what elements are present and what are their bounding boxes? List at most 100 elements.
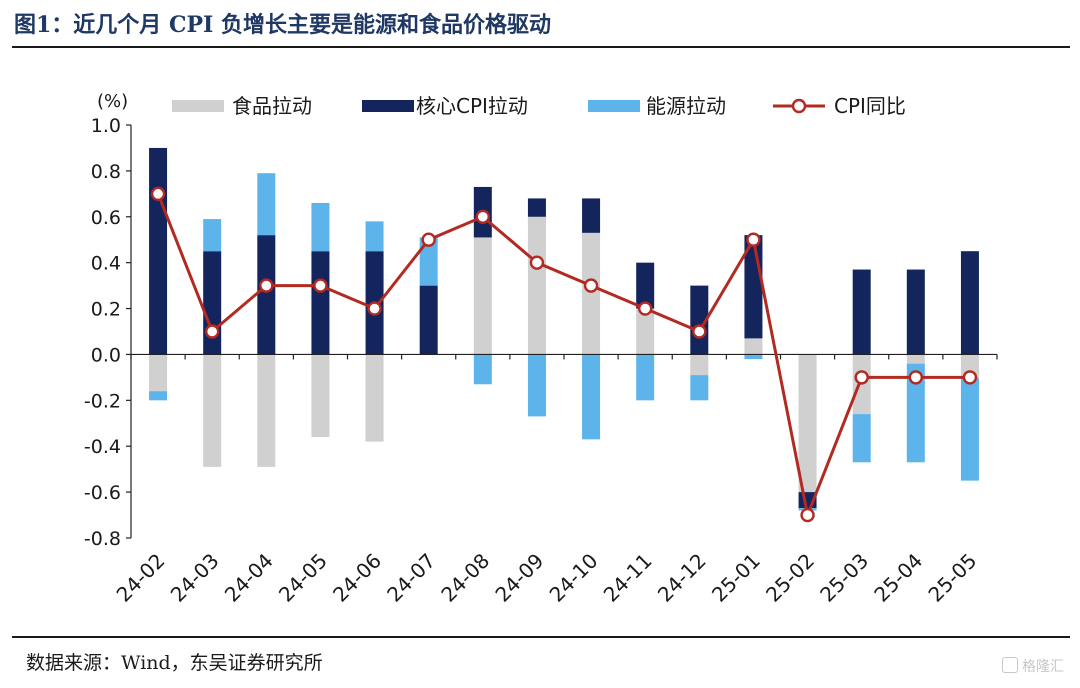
- bar-0-24-06: [365, 354, 384, 442]
- cpi-contribution-chart: 1.0 0.8 0.6 0.4 0.2 0.0 -0.2 -0.4 -0.6 -0.8 (%) 24-…: [84, 91, 998, 607]
- y-tick-label: 0.6: [91, 207, 121, 229]
- bar-2-25-04: [906, 363, 925, 463]
- bar-1-24-07: [419, 285, 438, 355]
- cpi-yoy-point-25-04: [908, 370, 924, 385]
- watermark-text: 格隆汇: [1022, 659, 1064, 675]
- cpi-yoy-point-24-12: [692, 324, 707, 339]
- y-tick-label: 0.8: [91, 161, 121, 183]
- x-tick-label-24-04: 24-04: [220, 549, 278, 607]
- legend-swatch-2: [588, 100, 640, 112]
- bar-2-24-03: [203, 219, 222, 252]
- data-source-note: 数据来源：Wind，东吴证券研究所: [26, 652, 323, 674]
- bar-0-24-12: [690, 354, 709, 376]
- bar-0-24-11: [636, 308, 655, 355]
- title-divider: [12, 46, 1070, 48]
- x-tick-label-24-08: 24-08: [436, 549, 494, 607]
- legend-label-2: 能源拉动: [646, 94, 726, 118]
- y-tick-label: 0.2: [91, 299, 121, 321]
- bar-0-24-10: [582, 232, 601, 355]
- legend-swatch-1: [362, 100, 414, 112]
- y-tick-label: 0.4: [91, 253, 121, 275]
- bar-1-25-04: [906, 269, 925, 355]
- cpi-yoy-point-24-07: [421, 232, 436, 247]
- legend-label-1: 核心CPI拉动: [416, 94, 528, 118]
- cpi-yoy-point-25-05: [962, 370, 978, 385]
- bar-1-24-05: [311, 251, 330, 355]
- cpi-yoy-point-24-02: [150, 186, 166, 202]
- bar-0-24-04: [257, 354, 276, 467]
- bar-2-24-12: [690, 375, 709, 401]
- bar-1-24-11: [636, 262, 655, 309]
- bar-1-25-03: [852, 269, 871, 355]
- y-unit-label: (%): [97, 91, 128, 112]
- cpi-yoy-point-24-08: [475, 209, 491, 224]
- cpi-yoy-point-24-03: [204, 324, 220, 339]
- bar-2-24-05: [311, 203, 330, 252]
- bar-0-25-04: [906, 354, 925, 364]
- bar-2-24-08: [473, 354, 492, 385]
- bar-2-24-09: [527, 354, 546, 417]
- bar-2-24-06: [365, 221, 384, 252]
- bar-2-24-04: [257, 173, 276, 236]
- bar-0-24-03: [203, 354, 222, 467]
- x-tick-label-24-10: 24-10: [545, 549, 603, 607]
- legend-swatch-marker: [791, 98, 807, 114]
- x-tick-label-25-05: 25-05: [923, 549, 981, 607]
- bar-0-24-05: [311, 354, 330, 438]
- source-divider: [12, 636, 1070, 638]
- bar-2-24-02: [149, 391, 168, 401]
- bar-2-25-03: [852, 414, 871, 463]
- bar-1-24-02: [149, 147, 168, 355]
- bar-2-24-10: [582, 354, 601, 440]
- x-tick-label-24-11: 24-11: [599, 549, 657, 607]
- bar-2-24-07: [419, 237, 438, 286]
- bar-1-24-10: [582, 198, 601, 233]
- cpi-yoy-point-24-10: [583, 278, 599, 293]
- watermark-logo-icon: [1002, 657, 1018, 673]
- legend-swatch-0: [172, 100, 224, 112]
- cpi-yoy-point-24-09: [529, 255, 545, 270]
- x-tick-label-24-05: 24-05: [274, 549, 332, 607]
- legend-label-3: CPI同比: [834, 94, 906, 118]
- y-tick-label: -0.6: [84, 482, 121, 504]
- bar-2-25-01: [744, 354, 763, 360]
- bar-1-24-09: [527, 198, 546, 217]
- y-tick-label: -0.8: [84, 528, 121, 550]
- bar-1-24-12: [690, 285, 709, 355]
- cpi-yoy-point-25-01: [746, 232, 761, 247]
- y-tick-label: -0.4: [84, 436, 121, 458]
- watermark: 格隆汇: [1002, 656, 1064, 676]
- bar-0-25-01: [744, 338, 763, 355]
- bar-0-25-02: [798, 354, 817, 493]
- x-tick-label-25-02: 25-02: [761, 549, 819, 607]
- bar-1-24-03: [203, 251, 222, 355]
- bar-0-24-02: [149, 354, 168, 392]
- x-tick-label-24-12: 24-12: [653, 549, 711, 607]
- x-tick-label-24-06: 24-06: [328, 549, 386, 607]
- figure-title: 图1：近几个月 CPI 负增长主要是能源和食品价格驱动: [14, 12, 551, 38]
- cpi-yoy-point-25-03: [854, 370, 869, 385]
- cpi-yoy-line: [156, 193, 970, 517]
- x-tick-label-24-03: 24-03: [166, 549, 224, 607]
- bar-2-24-11: [636, 354, 655, 401]
- legend-label-0: 食品拉动: [232, 94, 312, 118]
- bar-1-25-05: [960, 251, 979, 355]
- x-tick-label-25-01: 25-01: [707, 549, 765, 607]
- cpi-yoy-point-24-06: [367, 301, 382, 316]
- x-tick-label-24-02: 24-02: [112, 549, 170, 607]
- x-tick-label-25-03: 25-03: [815, 549, 873, 607]
- y-tick-label: -0.2: [84, 390, 121, 412]
- bar-0-24-09: [527, 216, 546, 355]
- x-tick-label-24-09: 24-09: [490, 549, 548, 607]
- cpi-yoy-point-24-11: [637, 301, 653, 316]
- bar-0-24-08: [473, 237, 492, 355]
- y-tick-label: 0.0: [91, 344, 121, 366]
- bar-2-25-05: [960, 377, 979, 481]
- cpi-yoy-point-24-05: [313, 278, 328, 293]
- bar-0-25-05: [960, 354, 979, 378]
- cpi-yoy-point-24-04: [259, 278, 274, 293]
- x-tick-label-24-07: 24-07: [382, 549, 440, 607]
- bar-1-24-04: [257, 235, 276, 355]
- x-tick-label-25-04: 25-04: [869, 549, 927, 607]
- cpi-yoy-point-25-02: [800, 507, 815, 523]
